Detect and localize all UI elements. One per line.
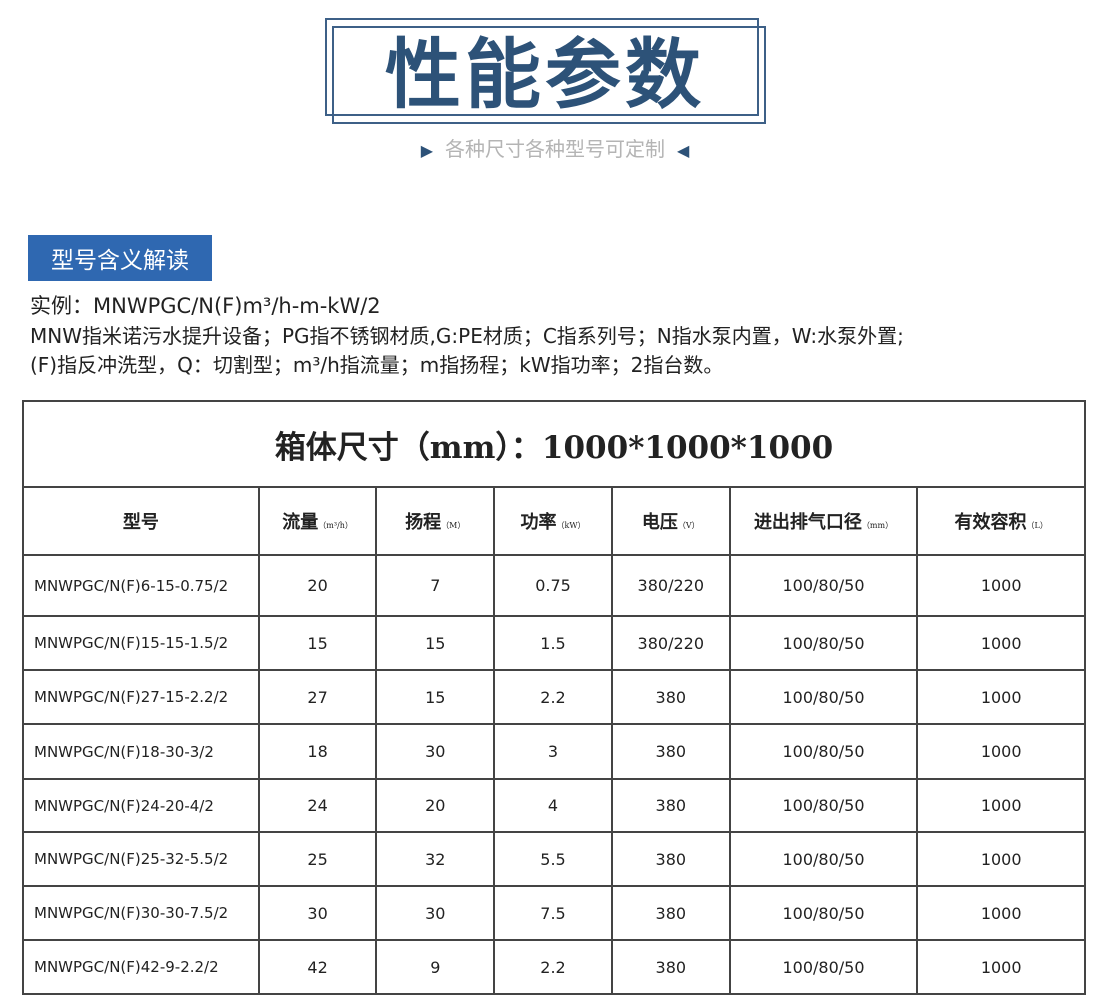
- table-cell: 100/80/50: [728, 615, 919, 671]
- table-cell: 1000: [916, 778, 1086, 833]
- header-unit: （L）: [1026, 521, 1048, 530]
- table-cell: 27: [257, 669, 378, 725]
- header-label: 进出排气口径: [753, 512, 862, 533]
- table-cell: 7.5: [493, 885, 613, 941]
- table-cell: 20: [257, 554, 378, 617]
- title-frame-inner: [332, 26, 766, 124]
- table-cell: MNWPGC/N(F)18-30-3/2: [22, 723, 260, 780]
- page-title: 性能参数: [385, 30, 705, 119]
- table-row: MNWPGC/N(F)30-30-7.5/2 30 30 7.5 380 100/80/5…: [22, 885, 1086, 941]
- table-cell: 1.5: [493, 615, 613, 671]
- subtitle: 各种尺寸各种型号可定制: [445, 137, 665, 161]
- table-cell: 100/80/50: [728, 669, 919, 725]
- table-cell: 1000: [916, 723, 1086, 780]
- table-cell: 1000: [916, 831, 1086, 887]
- table-cell: 9: [375, 939, 496, 995]
- table-cell: 0.75: [493, 554, 613, 617]
- table-row: MNWPGC/N(F)18-30-3/2 18 30 3 380 100/80/50 100…: [22, 723, 1086, 780]
- table-row: MNWPGC/N(F)15-15-1.5/2 15 15 1.5 380/220 100/…: [22, 615, 1086, 671]
- table-cell: 25: [257, 831, 378, 887]
- column-header: 有效容积（L）: [916, 486, 1086, 556]
- table-cell: 1000: [916, 939, 1086, 995]
- table-cell: 30: [375, 885, 496, 941]
- table-cell: MNWPGC/N(F)30-30-7.5/2: [22, 885, 260, 941]
- description-line-2: (F)指反冲洗型，Q：切割型；m³/h指流量；m指扬程；kW指功率；2指台数。: [30, 353, 724, 377]
- table-cell: 30: [375, 723, 496, 780]
- table-row: MNWPGC/N(F)25-32-5.5/2 25 32 5.5 380 100/80/5…: [22, 831, 1086, 887]
- column-header: 功率（kW）: [493, 486, 613, 556]
- header-label: 型号: [122, 512, 159, 533]
- table-cell: 1000: [916, 615, 1086, 671]
- table-cell: 1000: [916, 669, 1086, 725]
- header-label: 电压: [641, 512, 678, 533]
- table-cell: 20: [375, 778, 496, 833]
- header-unit: （mm）: [861, 521, 894, 530]
- table-cell: 380: [610, 885, 731, 941]
- header-unit: （V）: [677, 521, 700, 530]
- example-text: 实例：MNWPGC/N(F)m³/h-m-kW/2: [30, 294, 381, 318]
- title-frame-outer: [325, 18, 759, 116]
- table-row: MNWPGC/N(F)27-15-2.2/2 27 15 2.2 380 100/80/5…: [22, 669, 1086, 725]
- table-cell: MNWPGC/N(F)27-15-2.2/2: [22, 669, 260, 725]
- table-cell: 100/80/50: [728, 778, 919, 833]
- table-cell: 380: [610, 778, 731, 833]
- table-cell: 15: [257, 615, 378, 671]
- header-label: 有效容积: [954, 512, 1027, 533]
- table-cell: 380: [610, 669, 731, 725]
- subtitle-row: ▶ 各种尺寸各种型号可定制 ◀: [0, 133, 1110, 162]
- column-header: 扬程（M）: [375, 486, 496, 556]
- table-cell: MNWPGC/N(F)24-20-4/2: [22, 778, 260, 833]
- table-cell: 4: [493, 778, 613, 833]
- table-cell: 32: [375, 831, 496, 887]
- header-unit: （m³/h）: [318, 521, 353, 530]
- table-cell: 100/80/50: [728, 723, 919, 780]
- table-cell: 3: [493, 723, 613, 780]
- column-header: 进出排气口径（mm）: [728, 486, 919, 556]
- table-cell: 100/80/50: [728, 885, 919, 941]
- table-title: 箱体尺寸（mm）：1000*1000*1000: [22, 400, 1086, 488]
- table-cell: 100/80/50: [728, 831, 919, 887]
- table-cell: 2.2: [493, 669, 613, 725]
- column-header: 电压（V）: [610, 486, 731, 556]
- table-cell: 30: [257, 885, 378, 941]
- table-cell: 2.2: [493, 939, 613, 995]
- table-row: MNWPGC/N(F)24-20-4/2 24 20 4 380 100/80/50 100…: [22, 778, 1086, 833]
- table-cell: 1000: [916, 554, 1086, 617]
- header-label: 流量: [282, 512, 319, 533]
- table-row: MNWPGC/N(F)6-15-0.75/2 20 7 0.75 380/220 100/…: [22, 554, 1086, 617]
- section-badge: 型号含义解读: [28, 235, 212, 281]
- header-unit: （M）: [441, 521, 466, 530]
- table-cell: 5.5: [493, 831, 613, 887]
- header-label: 功率: [520, 512, 557, 533]
- table-header: 型号 流量（m³/h） 扬程（M） 功率（kW） 电压（V） 进出排气口径（mm） 有效容积…: [22, 486, 1086, 556]
- table-cell: 42: [257, 939, 378, 995]
- table-cell: MNWPGC/N(F)15-15-1.5/2: [22, 615, 260, 671]
- table-cell: 18: [257, 723, 378, 780]
- triangle-left-icon: ◀: [677, 141, 690, 160]
- table-cell: 15: [375, 615, 496, 671]
- header-unit: （kW）: [556, 521, 586, 530]
- table-cell: 100/80/50: [728, 554, 919, 617]
- triangle-right-icon: ▶: [420, 141, 433, 160]
- table-cell: MNWPGC/N(F)25-32-5.5/2: [22, 831, 260, 887]
- table-cell: 24: [257, 778, 378, 833]
- table-cell: 380/220: [610, 615, 731, 671]
- column-header: 流量（m³/h）: [257, 486, 378, 556]
- table-cell: 1000: [916, 885, 1086, 941]
- table-cell: 380: [610, 723, 731, 780]
- table-cell: MNWPGC/N(F)42-9-2.2/2: [22, 939, 260, 995]
- table-cell: 15: [375, 669, 496, 725]
- table-row: MNWPGC/N(F)42-9-2.2/2 42 9 2.2 380 100/80/50 1…: [22, 939, 1086, 995]
- table-cell: 7: [375, 554, 496, 617]
- table-cell: 380: [610, 939, 731, 995]
- table-cell: 380: [610, 831, 731, 887]
- column-header: 型号: [22, 486, 260, 556]
- header-label: 扬程: [405, 512, 442, 533]
- table-cell: 380/220: [610, 554, 731, 617]
- spec-table: 箱体尺寸（mm）：1000*1000*1000 型号 流量（m³/h） 扬程（M）功…: [22, 400, 1086, 995]
- table-cell: 100/80/50: [728, 939, 919, 995]
- description-line-1: MNW指米诺污水提升设备；PG指不锈钢材质,G:PE材质；C指系列号；N指水泵内…: [30, 324, 904, 348]
- table-cell: MNWPGC/N(F)6-15-0.75/2: [22, 554, 260, 617]
